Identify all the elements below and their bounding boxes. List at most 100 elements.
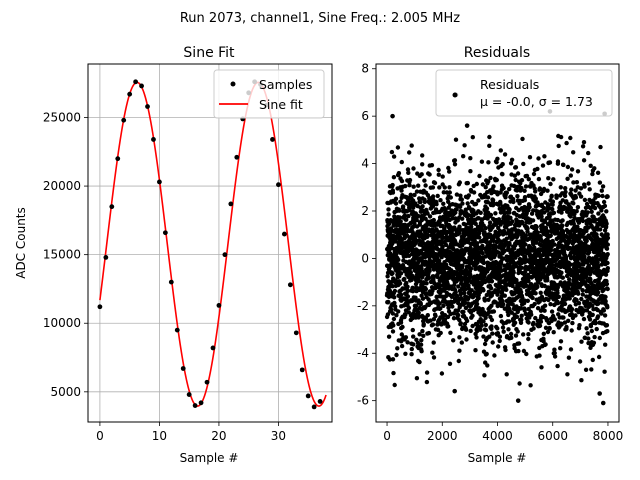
sample-point [192, 403, 198, 408]
residual-point [519, 265, 524, 270]
residual-point [508, 161, 514, 166]
residual-point [519, 178, 525, 183]
residual-point [453, 137, 459, 142]
residual-point [409, 277, 414, 283]
residual-point [559, 270, 564, 275]
residual-point [530, 218, 536, 223]
residual-point [458, 204, 463, 209]
residual-outlier-point [600, 400, 606, 406]
residual-point [490, 197, 496, 203]
residual-point [603, 342, 608, 347]
residual-point [427, 214, 433, 219]
residual-point [533, 315, 538, 321]
residual-point [551, 210, 557, 215]
residual-point [414, 376, 420, 381]
residual-point [596, 193, 601, 198]
residual-point [386, 299, 391, 305]
residual-point [560, 223, 565, 228]
residual-point [476, 296, 481, 301]
residual-point [574, 209, 579, 214]
residual-point [575, 205, 581, 210]
residual-point [431, 340, 436, 345]
residual-point [491, 238, 496, 244]
sine-fit-y-tick-label: 15000 [43, 248, 81, 262]
sine-fit-axes-frame [87, 63, 333, 423]
residual-point [456, 358, 461, 364]
residual-point [582, 335, 588, 340]
residual-point [411, 184, 416, 189]
sample-point [270, 137, 275, 142]
residual-point [493, 252, 498, 258]
residual-point [460, 216, 465, 221]
residual-point [509, 335, 514, 340]
residual-point [567, 277, 572, 282]
residual-point [601, 308, 607, 313]
residual-point [603, 272, 609, 277]
residual-point [423, 291, 429, 296]
residual-point [399, 159, 404, 165]
residual-point [564, 324, 569, 330]
residual-point [521, 161, 526, 167]
residual-point [523, 184, 529, 189]
residual-point [568, 282, 574, 287]
sample-point [109, 204, 115, 210]
residual-point [517, 223, 522, 228]
residual-point [548, 248, 554, 253]
residual-point [498, 259, 504, 264]
residual-point [568, 347, 574, 352]
residual-point [478, 327, 483, 332]
residual-point [542, 308, 547, 313]
residual-point [506, 327, 511, 332]
residual-point [396, 257, 401, 262]
residual-point [533, 196, 538, 201]
residual-point [539, 365, 544, 370]
residual-point [392, 382, 397, 388]
residual-point [482, 341, 488, 347]
residual-point [569, 312, 574, 317]
residual-point [411, 342, 416, 347]
residual-point [557, 250, 563, 255]
sample-point [281, 231, 287, 237]
residual-point [565, 164, 571, 170]
residual-point [470, 323, 475, 329]
residual-point [405, 226, 410, 231]
residual-point [545, 236, 550, 242]
sample-point [121, 117, 127, 123]
residual-point [473, 265, 479, 270]
residual-point [500, 325, 506, 330]
residual-point [419, 338, 424, 343]
residual-point [419, 349, 424, 354]
residual-point [445, 314, 451, 320]
sample-point [127, 91, 133, 97]
residual-point [442, 317, 448, 322]
residual-point [421, 333, 426, 338]
residual-point [479, 159, 485, 164]
residual-point [569, 167, 575, 172]
residual-point [411, 166, 416, 171]
residual-point [550, 206, 555, 212]
residual-point [552, 347, 557, 352]
residual-point [413, 237, 418, 242]
residual-point [436, 258, 442, 263]
residual-point [547, 160, 553, 165]
residual-point [586, 181, 591, 186]
residual-point [574, 297, 579, 303]
residual-point [574, 180, 580, 185]
residual-point [412, 192, 417, 198]
residual-point [391, 316, 397, 322]
residual-point [469, 224, 474, 229]
residual-point [407, 150, 412, 155]
sine-fit-ticks: 0 10 20 30 5000 10000 15000 20000 25000 [43, 110, 286, 443]
residual-point [537, 353, 542, 358]
residual-point [550, 238, 555, 244]
residual-point [569, 307, 575, 312]
residual-point [593, 217, 598, 222]
residual-point [397, 281, 403, 286]
residual-point [548, 233, 553, 238]
residual-point [483, 322, 488, 328]
residual-point [461, 309, 466, 315]
residual-point [568, 262, 573, 267]
residual-point [578, 194, 584, 199]
residual-point [570, 320, 575, 326]
residual-point [583, 367, 589, 372]
